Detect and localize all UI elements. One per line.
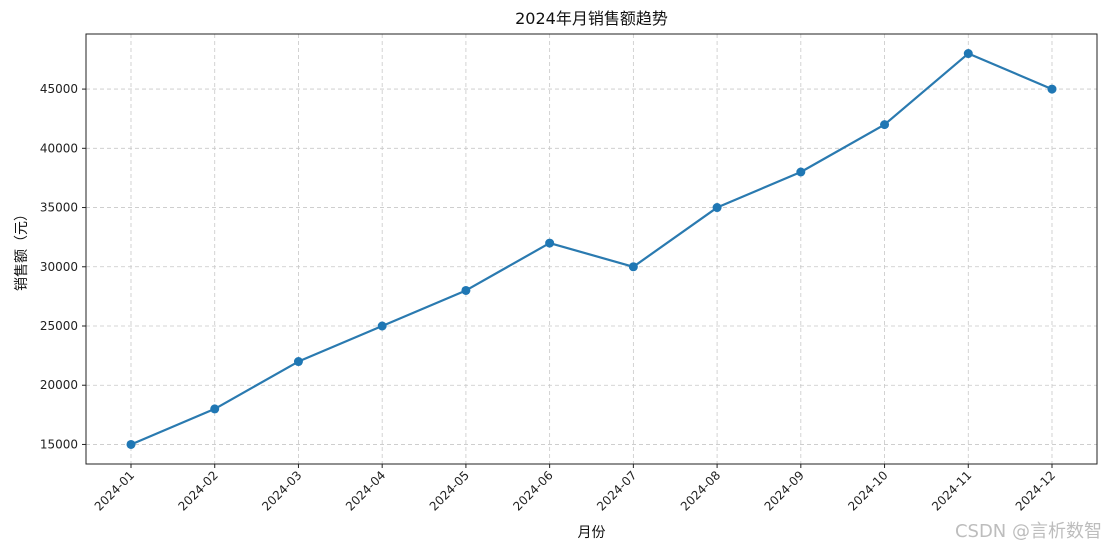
data-point	[963, 49, 973, 59]
x-tick-label: 2024-11	[929, 468, 974, 513]
chart-title: 2024年月销售额趋势	[515, 9, 668, 28]
y-tick-label: 35000	[40, 201, 78, 215]
data-point	[712, 203, 722, 213]
series-line	[130, 52, 1053, 446]
data-point	[545, 238, 555, 248]
x-tick-label: 2024-06	[510, 468, 555, 513]
axis-ticks: 2024-01 2024-02 2024-03 2024-04 2024-05 2024-…	[40, 82, 1058, 513]
x-tick-label: 2024-12	[1013, 468, 1058, 513]
data-point	[628, 262, 638, 272]
data-point	[796, 167, 806, 177]
y-axis-title: 销售额（元）	[14, 207, 30, 291]
x-tick-label: 2024-01	[92, 468, 137, 513]
y-tick-label: 45000	[40, 82, 78, 96]
x-tick-label: 2024-05	[427, 468, 472, 513]
data-point	[377, 321, 387, 331]
axes-frame	[85, 33, 1098, 465]
y-tick-label: 40000	[40, 141, 78, 155]
x-tick-label: 2024-08	[678, 468, 723, 513]
grid	[86, 34, 1097, 464]
y-tick-label: 20000	[40, 378, 78, 392]
x-axis-title: 月份	[578, 525, 606, 541]
data-point	[126, 439, 136, 449]
y-tick-label: 25000	[40, 319, 78, 333]
watermark: CSDN @言析数智	[955, 521, 1102, 542]
data-point	[210, 404, 220, 414]
data-point	[1047, 84, 1057, 94]
data-point	[461, 285, 471, 295]
data-point	[293, 357, 303, 367]
x-tick-label: 2024-10	[845, 468, 890, 513]
y-tick-label: 15000	[40, 437, 78, 451]
data-point	[880, 120, 890, 130]
y-tick-label: 30000	[40, 260, 78, 274]
x-tick-label: 2024-03	[259, 468, 304, 513]
plot-area	[126, 49, 1057, 449]
x-tick-label: 2024-07	[594, 468, 639, 513]
x-tick-label: 2024-09	[762, 468, 807, 513]
x-tick-label: 2024-02	[175, 468, 220, 513]
x-tick-label: 2024-04	[343, 468, 388, 513]
